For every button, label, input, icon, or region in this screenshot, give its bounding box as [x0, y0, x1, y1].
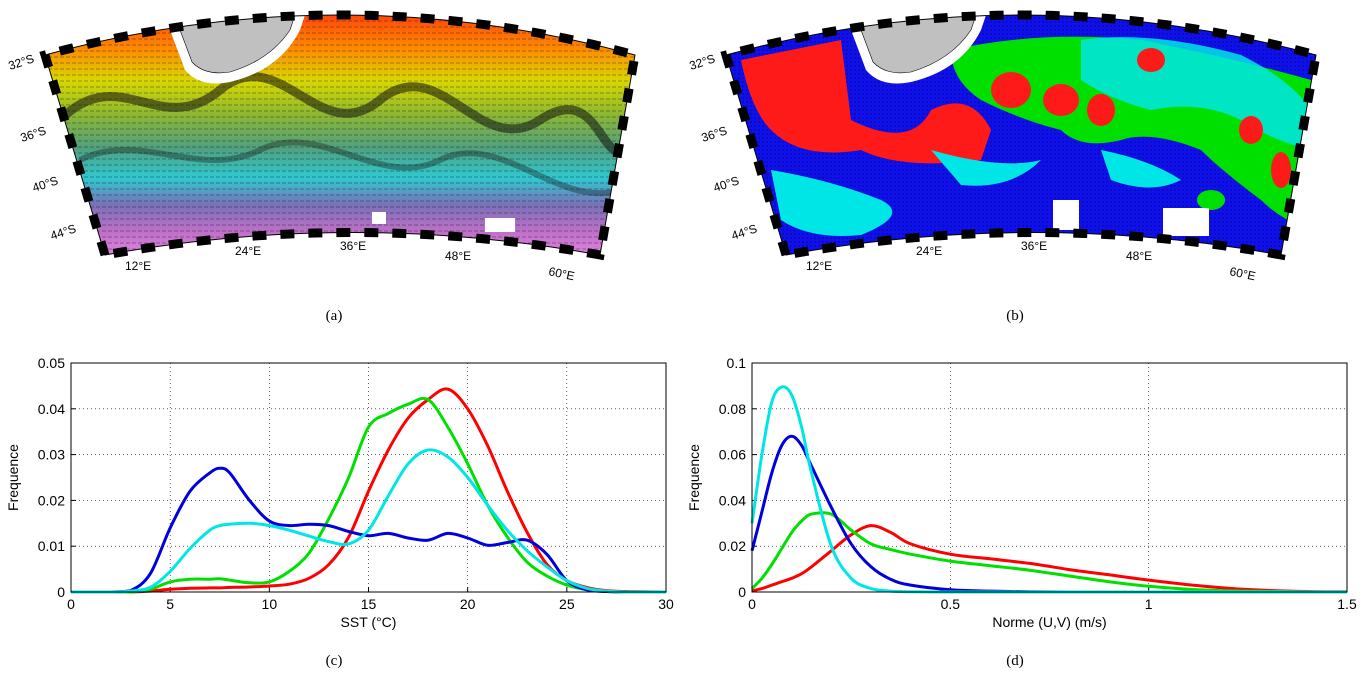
caption-a: (a) [325, 308, 343, 324]
map-a-lon-label: 36°E [340, 239, 366, 253]
map-b-lat-label: 32°S [688, 51, 717, 72]
map-b-lon-label: 48°E [1126, 249, 1152, 263]
series-line-blue [71, 466, 666, 594]
y-tick-label: 0.03 [38, 447, 65, 463]
y-axis-label: Frequence [5, 444, 21, 511]
x-tick-label: 0 [67, 596, 75, 612]
map-a-lat-label: 44°S [49, 221, 78, 242]
y-tick-label: 0.05 [38, 355, 65, 371]
y-axis-label: Frequence [686, 444, 702, 511]
map-b-lat-label: 44°S [730, 221, 759, 242]
plot-area [71, 363, 666, 592]
map-b-lon-label: 24°E [916, 244, 942, 258]
map-b-lon-label: 12°E [806, 259, 832, 273]
y-tick-label: 0.02 [38, 492, 65, 508]
x-tick-label: 30 [658, 596, 674, 612]
map-b-lon-label: 36°E [1021, 239, 1047, 253]
x-tick-label: 5 [166, 596, 174, 612]
map-a-lon-label: 24°E [235, 244, 261, 258]
y-tick-label: 0.06 [719, 447, 746, 463]
map-b: 32°S 36°S 40°S 44°S 12°E 24°E 36°E 48°E … [688, 10, 1322, 283]
series-line-green [750, 511, 1347, 594]
caption-b: (b) [1006, 308, 1024, 324]
y-tick-label: 0.04 [38, 401, 65, 417]
map-a-lat-label: 36°S [19, 123, 48, 144]
x-tick-label: 1 [1145, 596, 1153, 612]
y-tick-label: 0.08 [719, 401, 746, 417]
x-tick-label: 1.5 [1337, 596, 1357, 612]
map-a-lat-label: 32°S [7, 51, 36, 72]
y-tick-label: 0.1 [727, 355, 747, 371]
chart-d: 0 0.5 1 1.5 0 0.02 0.04 0.06 0.08 0.1 Norme (U,V) … [686, 355, 1357, 630]
map-a-lon-label: 60°E [547, 264, 575, 283]
x-axis-label: Norme (U,V) (m/s) [992, 614, 1106, 630]
x-tick-label: 10 [262, 596, 278, 612]
plot-frame [751, 362, 1348, 593]
series-line-red [751, 524, 1348, 594]
x-tick-label: 0 [748, 596, 756, 612]
y-tick-label: 0.04 [719, 492, 746, 508]
map-b-lon-label: 60°E [1228, 264, 1256, 283]
y-tick-label: 0 [57, 584, 65, 600]
y-tick-label: 0.01 [38, 538, 65, 554]
plot-frame [70, 362, 667, 593]
chart-c: 0 5 10 15 20 25 30 0 0.01 0.02 0.03 0.04 0.05 SST (°C… [5, 355, 674, 630]
x-tick-label: 0.5 [941, 596, 961, 612]
map-a-lat-label: 40°S [31, 173, 60, 194]
map-a: 32°S 36°S 40°S 44°S 12°E 24°E 36°E 48°E … [7, 10, 641, 283]
series-line-cyan [71, 448, 666, 594]
map-a-lon-label: 48°E [445, 249, 471, 263]
x-axis-label: SST (°C) [341, 614, 397, 630]
plot-area [752, 363, 1347, 592]
x-tick-label: 25 [559, 596, 575, 612]
y-tick-label: 0 [738, 584, 746, 600]
series-line-green [71, 396, 666, 594]
caption-d: (d) [1006, 653, 1024, 669]
x-tick-label: 20 [460, 596, 476, 612]
caption-c: (c) [325, 653, 343, 669]
x-tick-label: 15 [361, 596, 377, 612]
map-a-lon-label: 12°E [125, 259, 151, 273]
map-b-lat-label: 40°S [712, 173, 741, 194]
y-tick-label: 0.02 [719, 538, 746, 554]
map-b-lat-label: 36°S [700, 123, 729, 144]
